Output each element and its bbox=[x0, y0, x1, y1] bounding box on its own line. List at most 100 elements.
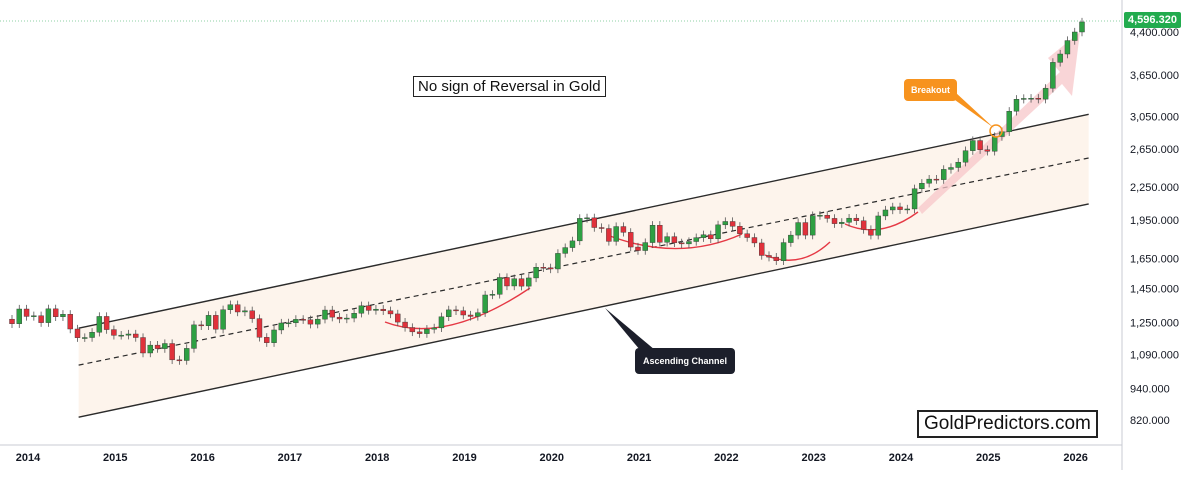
y-tick-label: 820.000 bbox=[1130, 415, 1170, 427]
candle bbox=[613, 222, 619, 246]
candle bbox=[686, 237, 692, 249]
candle-body bbox=[977, 140, 983, 150]
candle-body bbox=[489, 294, 496, 296]
candle-body bbox=[446, 309, 452, 317]
candle-body bbox=[882, 209, 889, 217]
candle-body bbox=[387, 310, 394, 315]
candle-body bbox=[824, 215, 830, 219]
rounding-bottom-arc-3 bbox=[764, 241, 831, 261]
candle bbox=[890, 202, 896, 215]
y-tick-label: 1,090.000 bbox=[1130, 349, 1179, 361]
x-tick-label: 2014 bbox=[16, 452, 41, 464]
candle bbox=[788, 230, 794, 247]
candle-body bbox=[191, 324, 197, 349]
candle-body bbox=[1079, 21, 1085, 33]
candle-body bbox=[962, 150, 969, 163]
candle-body bbox=[460, 310, 466, 316]
candle bbox=[103, 312, 110, 334]
candle bbox=[183, 344, 190, 365]
candle-body bbox=[52, 308, 59, 317]
candle-body bbox=[584, 217, 590, 220]
candle-body bbox=[737, 226, 743, 234]
candle bbox=[977, 136, 983, 154]
candle bbox=[620, 222, 627, 237]
candle-body bbox=[409, 327, 416, 333]
candle-body bbox=[45, 308, 52, 323]
candle bbox=[380, 305, 386, 315]
candle-body bbox=[424, 328, 430, 334]
candle bbox=[919, 179, 925, 193]
candle bbox=[402, 317, 408, 332]
candle bbox=[773, 253, 779, 265]
candle bbox=[504, 273, 510, 291]
x-tick-label: 2025 bbox=[976, 452, 1000, 464]
candle-body bbox=[111, 329, 117, 336]
candle-body bbox=[897, 206, 903, 210]
candle-body bbox=[678, 242, 685, 245]
candle-body bbox=[547, 267, 554, 270]
candle bbox=[751, 233, 758, 248]
candle-body bbox=[591, 217, 598, 228]
candle bbox=[300, 315, 306, 324]
x-tick-label: 2022 bbox=[714, 452, 738, 464]
candle-body bbox=[628, 232, 634, 248]
candle bbox=[591, 213, 598, 232]
candle bbox=[74, 324, 81, 342]
candle-body bbox=[154, 344, 161, 349]
candle bbox=[533, 263, 539, 283]
candle bbox=[365, 301, 372, 315]
y-tick-label: 1,650.000 bbox=[1130, 254, 1179, 266]
channel-lower-line bbox=[78, 203, 1089, 418]
candle-body bbox=[475, 312, 481, 317]
candle bbox=[1021, 94, 1027, 104]
candle bbox=[336, 313, 343, 324]
candle bbox=[933, 174, 940, 184]
candle-body bbox=[1064, 40, 1071, 55]
candle bbox=[96, 312, 103, 337]
candle-body bbox=[147, 344, 153, 354]
candle-body bbox=[664, 236, 670, 243]
candle-body bbox=[183, 348, 190, 361]
candle-body bbox=[227, 304, 234, 310]
channel-middle-line bbox=[78, 157, 1089, 366]
candle-body bbox=[220, 309, 226, 330]
candle bbox=[970, 136, 976, 155]
candle bbox=[489, 290, 496, 300]
candle bbox=[140, 333, 146, 358]
candle bbox=[1064, 36, 1071, 59]
candle-body bbox=[60, 314, 66, 317]
candle bbox=[264, 333, 270, 347]
candle-body bbox=[496, 277, 503, 295]
candle bbox=[1050, 58, 1056, 93]
y-tick-label: 1,950.000 bbox=[1130, 215, 1179, 227]
candle bbox=[853, 214, 860, 225]
candle-body bbox=[526, 277, 532, 287]
candle bbox=[23, 304, 30, 321]
candle bbox=[45, 304, 52, 327]
candle-body bbox=[890, 206, 896, 211]
x-tick-label: 2016 bbox=[190, 452, 214, 464]
candle-body bbox=[1021, 98, 1027, 100]
candle bbox=[307, 315, 314, 329]
candle bbox=[147, 341, 153, 358]
candle bbox=[1057, 49, 1063, 67]
candle bbox=[569, 236, 576, 252]
candle-body bbox=[133, 333, 139, 338]
candle bbox=[904, 204, 911, 214]
candle bbox=[984, 145, 991, 156]
candle bbox=[839, 218, 845, 228]
candle bbox=[169, 339, 175, 365]
x-tick-label: 2021 bbox=[627, 452, 651, 464]
candle bbox=[722, 217, 729, 230]
candle bbox=[759, 238, 765, 260]
candle bbox=[766, 251, 772, 262]
candle bbox=[460, 306, 466, 320]
candle bbox=[285, 318, 292, 328]
candle-body bbox=[802, 222, 809, 236]
y-tick-label: 2,250.000 bbox=[1130, 182, 1179, 194]
candle-body bbox=[1042, 88, 1049, 100]
candle-body bbox=[1035, 98, 1042, 100]
candle bbox=[205, 311, 212, 330]
candle bbox=[1006, 107, 1012, 136]
